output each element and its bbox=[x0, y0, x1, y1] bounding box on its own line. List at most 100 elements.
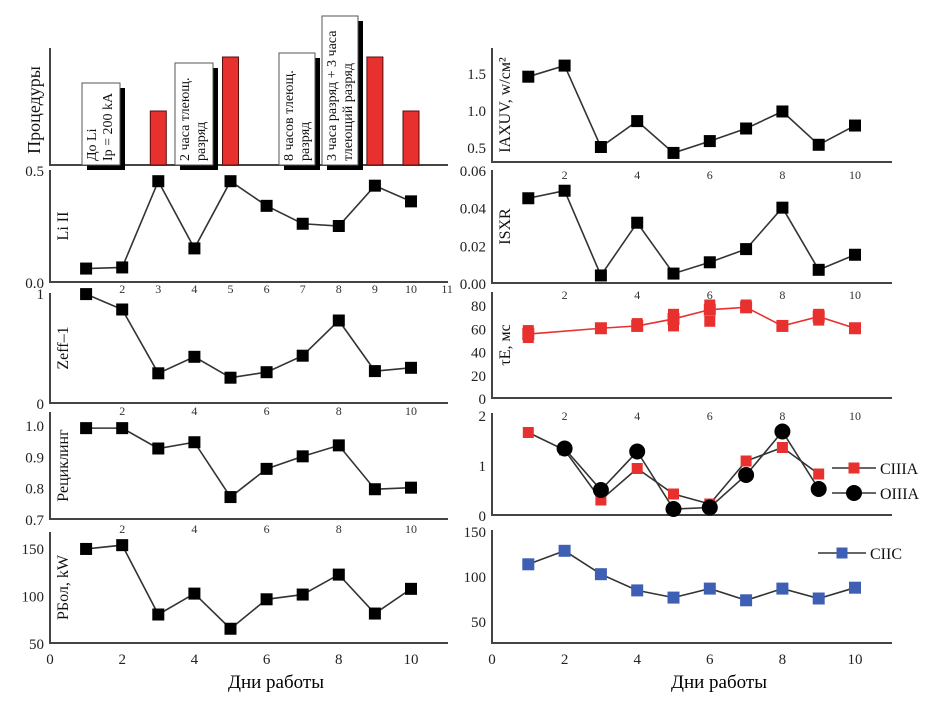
data-point bbox=[224, 175, 237, 188]
y-tick-label: 0 bbox=[479, 509, 487, 525]
data-point bbox=[260, 199, 273, 212]
series-line-Рециклинг bbox=[86, 427, 412, 499]
procedure-bar bbox=[149, 110, 167, 166]
x-tick-label: 4 bbox=[191, 652, 199, 668]
data-point bbox=[260, 366, 273, 379]
data-point bbox=[116, 303, 129, 316]
y-tick-label: 1.0 bbox=[25, 419, 44, 435]
procedure-annotation-box bbox=[321, 15, 359, 166]
data-point bbox=[152, 442, 165, 455]
y-axis-label: Рециклинг bbox=[55, 429, 72, 502]
axis-frame bbox=[491, 170, 892, 284]
y-tick-label: 2 bbox=[479, 409, 487, 425]
x-tick-label: 2 bbox=[562, 288, 568, 302]
y-axis-label: Процедуры bbox=[24, 66, 44, 154]
data-point bbox=[296, 450, 309, 463]
x-tick-label: 6 bbox=[706, 652, 714, 668]
x-tick-label: 8 bbox=[779, 168, 785, 182]
axis-frame bbox=[491, 413, 892, 516]
legend-marker bbox=[846, 485, 862, 501]
y-tick-label: 0.8 bbox=[25, 482, 44, 498]
x-tick-label: 6 bbox=[707, 409, 713, 423]
x-tick-label: 10 bbox=[849, 409, 861, 423]
x-tick-label: 6 bbox=[707, 168, 713, 182]
procedure-annotation-text: разряд bbox=[298, 122, 313, 161]
data-point bbox=[667, 591, 680, 604]
data-point bbox=[522, 332, 534, 344]
legend-label: CIIC bbox=[870, 546, 902, 563]
x-tick-label: 10 bbox=[405, 282, 417, 296]
x-tick-label: 10 bbox=[849, 168, 861, 182]
panel-axuv: 0.5 1.0 1.5 IAXUV, w/см² bbox=[467, 48, 892, 163]
procedure-bar bbox=[366, 56, 384, 166]
panel-recycling: 0.7 0.8 0.9 1.0 2 4 6 8 10 Рециклинг bbox=[25, 412, 448, 536]
series-line-Zeff-1 bbox=[85, 293, 412, 379]
panel-procedures: Процедуры До Li Ip = 200 kA 2 часа тлеющ. ра… bbox=[24, 15, 448, 170]
y-axis-label: IAXUV, w/см² bbox=[497, 57, 514, 153]
x-tick-label: 2 bbox=[562, 409, 568, 423]
data-point bbox=[152, 175, 165, 188]
x-tick-label: 3 bbox=[155, 282, 161, 296]
data-point bbox=[631, 216, 644, 229]
data-point bbox=[368, 483, 381, 496]
x-tick-label: 9 bbox=[372, 282, 378, 296]
data-point bbox=[592, 482, 609, 498]
data-point bbox=[188, 350, 201, 363]
data-point bbox=[405, 195, 417, 208]
x-axis-label-left: Дни работы bbox=[228, 672, 324, 693]
x-tick-label: 0 bbox=[488, 652, 496, 668]
data-point bbox=[522, 427, 534, 438]
legend-marker bbox=[836, 547, 848, 559]
data-point bbox=[776, 582, 789, 595]
data-point bbox=[332, 220, 345, 232]
y-tick-label: 0.7 bbox=[25, 513, 44, 529]
data-point bbox=[813, 468, 825, 480]
data-point bbox=[740, 594, 753, 607]
x-tick-label: 4 bbox=[191, 282, 197, 296]
x-tick-label: 6 bbox=[264, 522, 270, 536]
y-tick-label: 0.06 bbox=[460, 164, 487, 180]
data-point bbox=[594, 568, 607, 581]
data-point bbox=[631, 115, 644, 128]
data-point bbox=[849, 322, 861, 335]
series-line-OIIIA bbox=[563, 430, 820, 510]
x-tick-label: 6 bbox=[264, 282, 270, 296]
y-tick-label: 0.04 bbox=[460, 202, 487, 218]
data-point bbox=[667, 146, 680, 159]
procedure-annotation-text: разряд bbox=[194, 122, 209, 161]
procedure-annotation-text: тлеющий разряд bbox=[341, 63, 356, 161]
y-axis-label: Zeff–1 bbox=[55, 326, 72, 369]
data-point bbox=[776, 105, 789, 118]
data-point bbox=[849, 248, 861, 261]
x-tick-label: 10 bbox=[404, 652, 419, 668]
axis-frame bbox=[49, 170, 448, 283]
data-point bbox=[812, 263, 825, 276]
series-line-PБол bbox=[86, 544, 412, 630]
data-point bbox=[80, 262, 93, 275]
data-point bbox=[849, 581, 861, 594]
y-tick-label: 1 bbox=[479, 459, 487, 475]
data-point bbox=[594, 269, 607, 282]
legend-label: OIIIA bbox=[880, 486, 920, 503]
data-point bbox=[703, 582, 716, 595]
data-point bbox=[631, 318, 643, 330]
data-point bbox=[368, 365, 381, 378]
y-tick-label: 100 bbox=[464, 570, 487, 586]
y-tick-label: 20 bbox=[471, 369, 486, 385]
panel-carbon: 0 1 2 2 4 6 8 10 CIIIA OIIIA bbox=[479, 409, 920, 525]
data-point bbox=[812, 138, 825, 151]
y-tick-label: 0.5 bbox=[467, 141, 486, 157]
y-tick-label: 1.0 bbox=[467, 104, 486, 120]
procedure-annotation-text: Ip = 200 kA bbox=[101, 92, 116, 161]
data-point bbox=[776, 201, 789, 214]
x-tick-label: 2 bbox=[119, 522, 125, 536]
series-line-Li II bbox=[86, 179, 412, 270]
x-tick-label: 8 bbox=[779, 409, 785, 423]
data-point bbox=[522, 70, 535, 83]
x-tick-label: 4 bbox=[191, 522, 197, 536]
data-point bbox=[296, 349, 309, 362]
x-tick-label: 2 bbox=[561, 652, 569, 668]
data-point bbox=[813, 308, 825, 320]
data-point bbox=[667, 267, 680, 280]
